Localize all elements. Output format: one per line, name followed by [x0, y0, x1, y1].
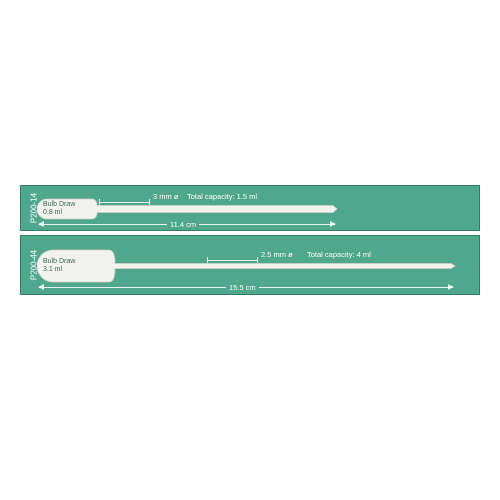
diameter-label: 2.5 mm ø [261, 250, 293, 259]
length-label: 15.5 cm [226, 283, 259, 292]
diameter-label: 3 mm ø [153, 192, 178, 201]
pipette-shape [37, 244, 461, 288]
diagram-container: P200-14Bulb Draw 0.8 ml3 mm øTotal capac… [20, 185, 480, 299]
capacity-label: Total capacity: 1.5 ml [187, 192, 257, 201]
pipette-row: P200-14Bulb Draw 0.8 ml3 mm øTotal capac… [20, 185, 480, 231]
length-label: 11.4 cm [167, 220, 199, 229]
pipette-inner: Bulb Draw 0.8 ml 3 mm ø Total capacity: 1.… [37, 194, 475, 222]
bulb-draw-label: Bulb Draw 3.1 ml [43, 258, 75, 273]
pipette-row: P200-44Bulb Draw 3.1 ml2.5 mm øTotal cap… [20, 235, 480, 295]
capacity-label: Total capacity: 4 ml [307, 250, 371, 259]
bulb-draw-label: Bulb Draw 0.8 ml [43, 201, 75, 216]
pipette-inner: Bulb Draw 3.1 ml 2.5 mm ø Total capacity: … [37, 244, 475, 286]
